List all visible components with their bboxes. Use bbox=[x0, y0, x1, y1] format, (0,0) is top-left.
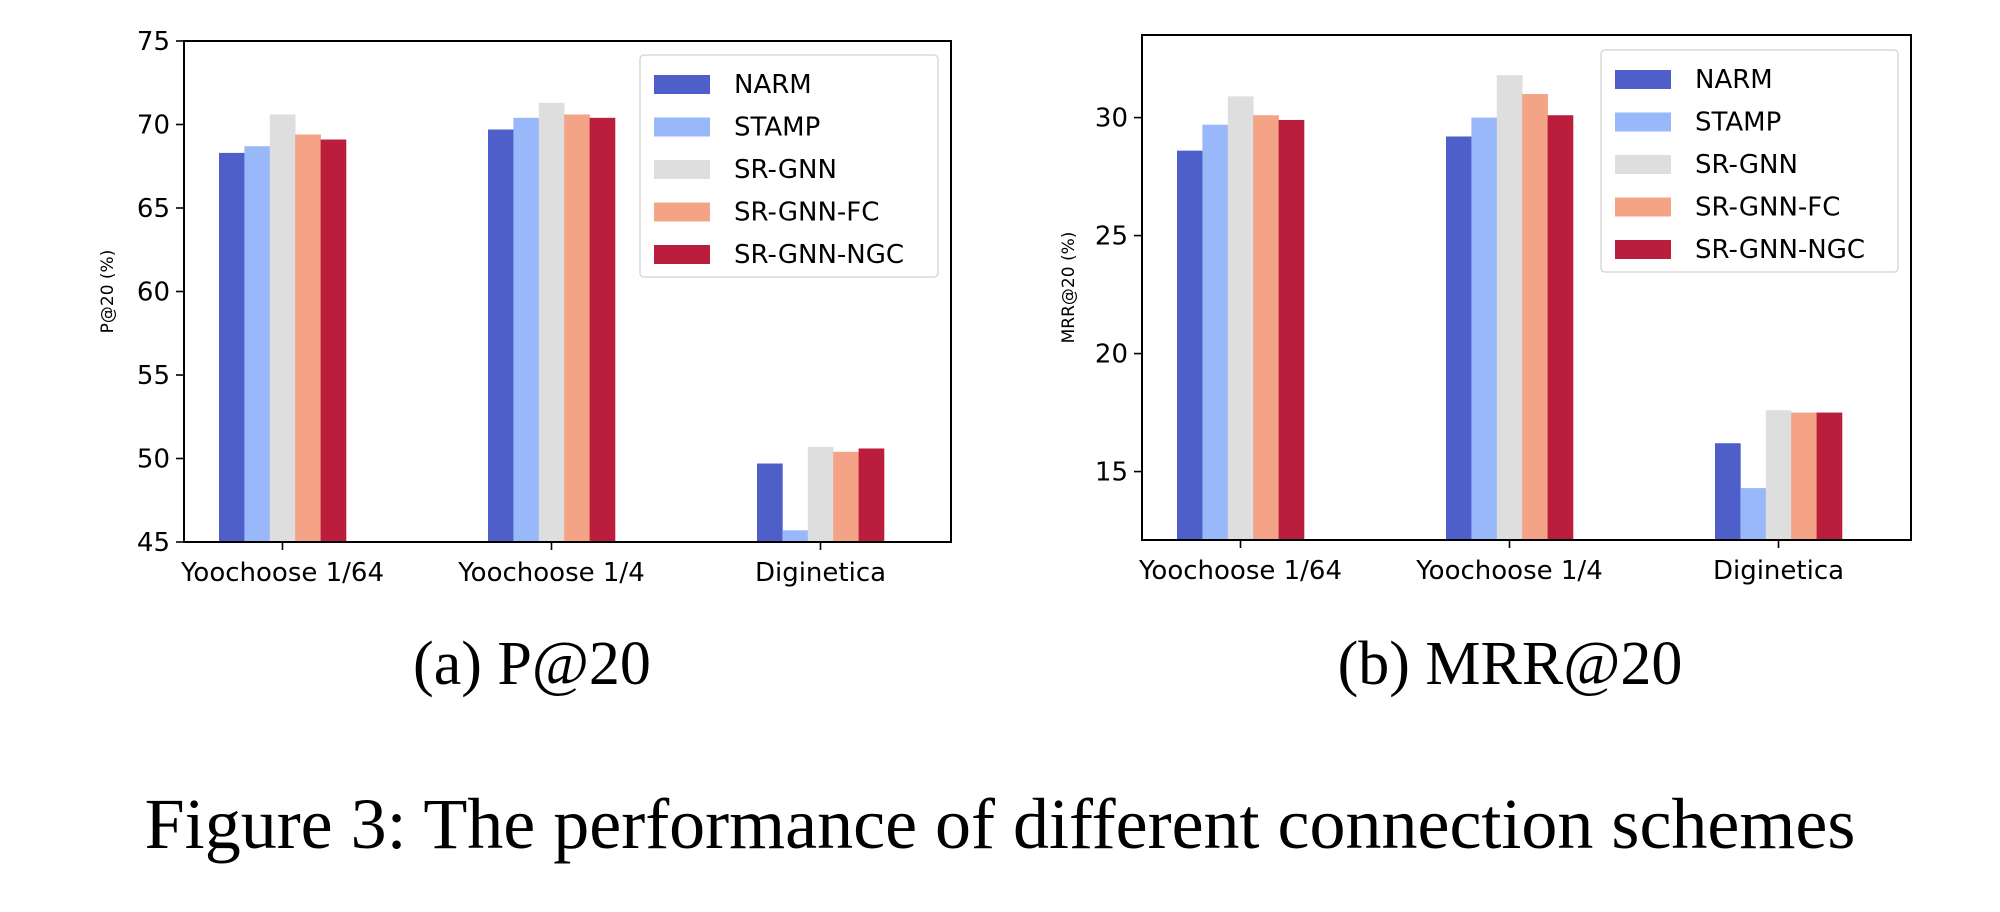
bar-sr-gnn-ngc-2 bbox=[1547, 115, 1574, 540]
legend-label-sr-gnn-ngc: SR-GNN-NGC bbox=[734, 240, 904, 270]
legend-swatch-sr-gnn-ngc bbox=[1615, 240, 1671, 259]
chart-p20: P@20 (%) 45 50 55 60 65 70 75 Yoochoose 1/64 Yooc… bbox=[98, 27, 952, 588]
y-tick-label: 20 bbox=[1095, 340, 1128, 370]
bar-stamp-2 bbox=[1471, 117, 1498, 541]
legend-swatch-narm bbox=[1615, 70, 1671, 89]
bar-narm-3 bbox=[1715, 443, 1741, 540]
legend-label-stamp: STAMP bbox=[1695, 108, 1781, 138]
legend-label-sr-gnn-ngc: SR-GNN-NGC bbox=[1695, 235, 1865, 265]
bar-sr-gnn-2 bbox=[1496, 75, 1523, 540]
x-tick-label: Diginetica bbox=[1713, 556, 1844, 586]
legend-swatch-sr-gnn bbox=[654, 160, 710, 179]
legend-label-narm: NARM bbox=[734, 70, 812, 100]
y-axis-label: P@20 (%) bbox=[98, 250, 118, 334]
bar-sr-gnn-ngc-3 bbox=[858, 448, 885, 542]
y-tick-label: 15 bbox=[1095, 458, 1128, 488]
x-tick-label: Yoochoose 1/64 bbox=[1138, 556, 1342, 586]
legend-label-sr-gnn: SR-GNN bbox=[1695, 150, 1798, 180]
plot-frame bbox=[1141, 34, 1912, 541]
bar-sr-gnn-ngc-2 bbox=[589, 117, 616, 542]
bar-narm-2 bbox=[1446, 136, 1472, 540]
legend-swatch-narm bbox=[654, 75, 710, 94]
bar-sr-gnn-2 bbox=[538, 102, 565, 542]
bar-stamp-2 bbox=[513, 117, 540, 542]
x-tick-label: Yoochoose 1/4 bbox=[1415, 556, 1602, 586]
legend-box bbox=[1600, 49, 1899, 273]
subtitle-a: (a) P@20 bbox=[413, 630, 651, 698]
legend: NARM STAMP SR-GNN SR-GNN-FC SR-GNN-NGC bbox=[1600, 49, 1899, 273]
chart-mrr20: MRR@20 (%) 15 20 25 30 Yoochoose 1/64 Yoochoos… bbox=[1059, 34, 1912, 586]
legend-swatch-sr-gnn-fc bbox=[654, 202, 710, 222]
bar-sr-gnn-fc-3 bbox=[1791, 412, 1817, 540]
bar-narm-3 bbox=[757, 463, 783, 542]
x-tick-label: Yoochoose 1/4 bbox=[457, 558, 644, 588]
bar-narm-1 bbox=[219, 152, 245, 542]
y-tick-label: 50 bbox=[137, 445, 170, 475]
bar-sr-gnn-fc-3 bbox=[833, 451, 859, 542]
y-tick-label: 45 bbox=[137, 528, 170, 558]
bar-sr-gnn-fc-2 bbox=[1522, 93, 1548, 540]
y-tick-label: 60 bbox=[137, 278, 170, 308]
bar-sr-gnn-fc-1 bbox=[295, 134, 321, 542]
legend-label-stamp: STAMP bbox=[734, 113, 820, 143]
bar-sr-gnn-1 bbox=[1227, 96, 1254, 541]
figure-caption: Figure 3: The performance of different c… bbox=[145, 784, 1856, 864]
legend: NARM STAMP SR-GNN SR-GNN-FC SR-GNN-NGC bbox=[639, 54, 939, 278]
bar-sr-gnn-1 bbox=[269, 114, 296, 542]
legend-box bbox=[639, 54, 939, 278]
bar-stamp-3 bbox=[1740, 488, 1767, 540]
bar-sr-gnn-fc-2 bbox=[564, 114, 590, 542]
bar-stamp-1 bbox=[244, 146, 271, 542]
bar-stamp-1 bbox=[1202, 124, 1229, 540]
y-axis-label: MRR@20 (%) bbox=[1059, 232, 1079, 344]
bar-sr-gnn-3 bbox=[1765, 410, 1792, 540]
legend-label-sr-gnn-fc: SR-GNN-FC bbox=[734, 198, 879, 228]
legend-swatch-stamp bbox=[654, 117, 710, 137]
x-tick-label: Yoochoose 1/64 bbox=[180, 558, 384, 588]
legend-swatch-sr-gnn-ngc bbox=[654, 245, 710, 264]
bar-sr-gnn-ngc-3 bbox=[1816, 412, 1843, 540]
bar-sr-gnn-ngc-1 bbox=[1278, 119, 1305, 540]
legend-label-narm: NARM bbox=[1695, 65, 1773, 95]
bar-narm-2 bbox=[488, 129, 514, 542]
legend-swatch-stamp bbox=[1615, 112, 1671, 132]
y-tick-label: 25 bbox=[1095, 222, 1128, 252]
legend-label-sr-gnn: SR-GNN bbox=[734, 155, 837, 185]
bar-sr-gnn-ngc-1 bbox=[320, 139, 347, 542]
legend-swatch-sr-gnn bbox=[1615, 155, 1671, 174]
y-tick-label: 30 bbox=[1095, 104, 1128, 134]
x-tick-label: Diginetica bbox=[755, 558, 886, 588]
y-tick-label: 65 bbox=[137, 194, 170, 224]
y-tick-label: 70 bbox=[137, 111, 170, 141]
subtitle-b: (b) MRR@20 bbox=[1338, 630, 1683, 698]
bar-sr-gnn-fc-1 bbox=[1253, 115, 1279, 540]
y-tick-label: 75 bbox=[137, 27, 170, 57]
plot-frame bbox=[183, 40, 952, 543]
bar-narm-1 bbox=[1177, 150, 1203, 540]
legend-label-sr-gnn-fc: SR-GNN-FC bbox=[1695, 193, 1840, 223]
bar-stamp-3 bbox=[782, 530, 809, 542]
bar-sr-gnn-3 bbox=[807, 446, 834, 542]
y-tick-label: 55 bbox=[137, 361, 170, 391]
legend-swatch-sr-gnn-fc bbox=[1615, 197, 1671, 217]
